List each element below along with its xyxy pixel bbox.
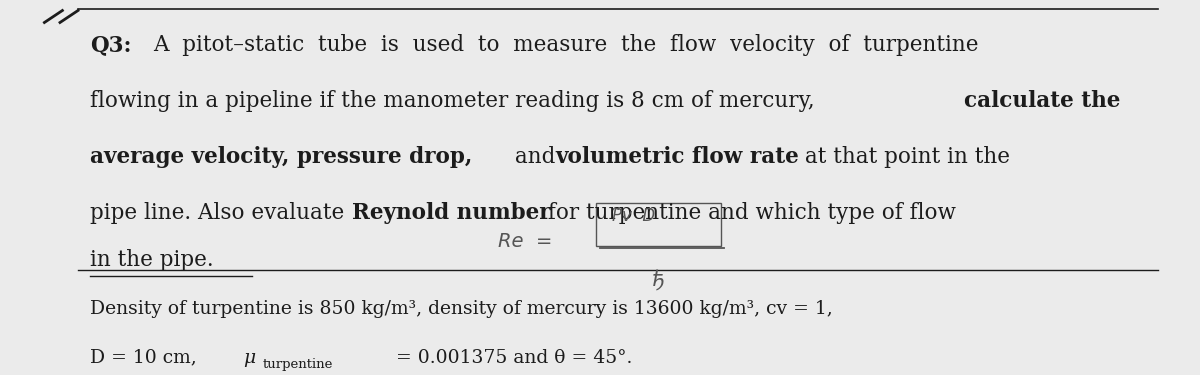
Text: average velocity, pressure drop,: average velocity, pressure drop, (90, 146, 473, 168)
Text: D = 10 cm,: D = 10 cm, (90, 349, 209, 367)
Text: in the pipe.: in the pipe. (90, 249, 214, 272)
Text: turpentine: turpentine (263, 358, 334, 371)
Text: flowing in a pipeline if the manometer reading is 8 cm of mercury,: flowing in a pipeline if the manometer r… (90, 90, 822, 112)
Text: Density of turpentine is 850 kg/m³, density of mercury is 13600 kg/m³, cv = 1,: Density of turpentine is 850 kg/m³, dens… (90, 300, 833, 318)
Text: μ: μ (244, 349, 256, 367)
Text: at that point in the: at that point in the (798, 146, 1010, 168)
Text: ђ: ђ (652, 269, 665, 290)
Text: Q3:: Q3: (90, 34, 132, 56)
Text: Pv  D: Pv D (612, 207, 655, 225)
Text: Reynold number: Reynold number (352, 202, 551, 225)
Text: for turpentine and which type of flow: for turpentine and which type of flow (541, 202, 956, 225)
Text: = 0.001375 and θ = 45°.: = 0.001375 and θ = 45°. (390, 349, 632, 367)
Text: and: and (508, 146, 562, 168)
Text: calculate the: calculate the (964, 90, 1120, 112)
Text: volumetric flow rate: volumetric flow rate (556, 146, 799, 168)
Text: Re  =: Re = (498, 232, 552, 251)
Text: pipe line. Also evaluate: pipe line. Also evaluate (90, 202, 352, 225)
Text: A  pitot–static  tube  is  used  to  measure  the  flow  velocity  of  turpentin: A pitot–static tube is used to measure t… (154, 34, 979, 56)
